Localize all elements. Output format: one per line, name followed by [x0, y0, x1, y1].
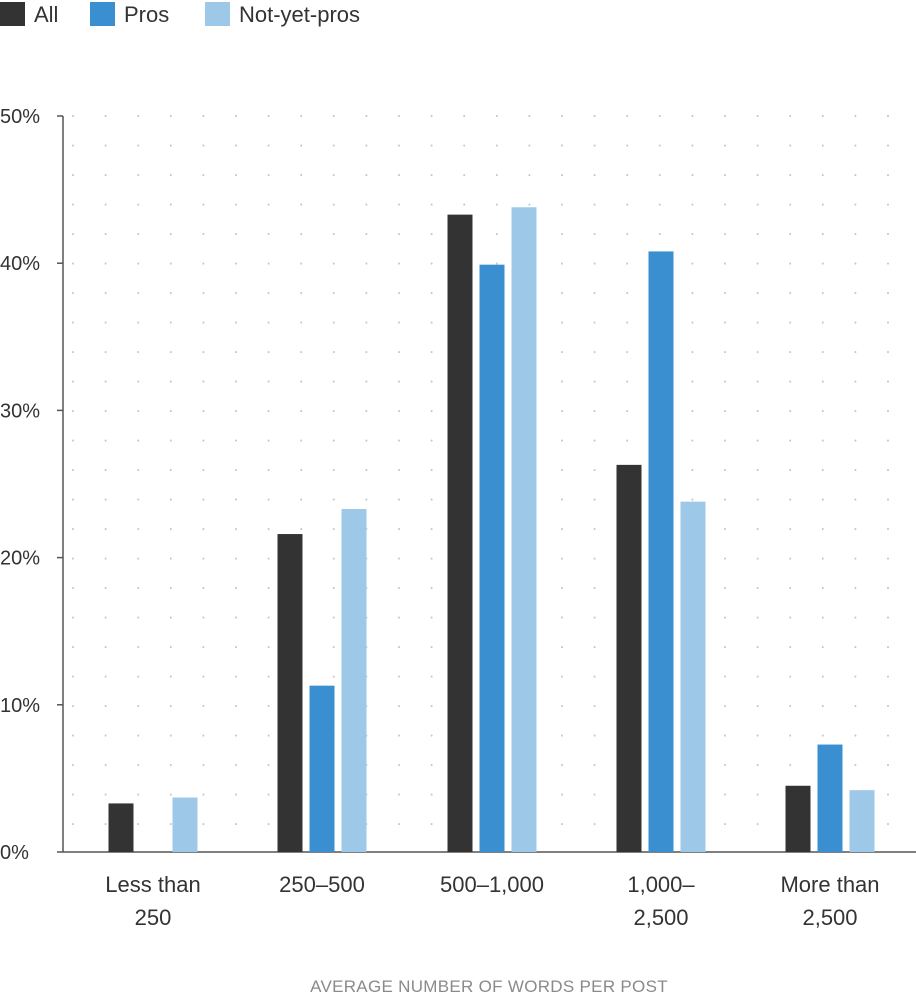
bar-not-yet-pros — [341, 509, 367, 852]
bar-pros — [309, 685, 335, 852]
bar-all — [785, 785, 811, 852]
y-tick-label: 50% — [0, 106, 40, 128]
legend-swatch — [90, 2, 115, 26]
bar-all — [447, 214, 473, 852]
legend-label: Pros — [124, 2, 169, 27]
bar-pros — [817, 744, 843, 852]
bar-not-yet-pros — [849, 790, 875, 852]
bar-all — [108, 803, 134, 852]
legend-label: Not-yet-pros — [239, 2, 360, 27]
bar-not-yet-pros — [172, 797, 198, 852]
bar-pros — [648, 251, 674, 852]
y-tick-label: 20% — [0, 548, 40, 570]
x-category-label: 1,000– 2,500 — [627, 872, 695, 930]
x-axis-title: AVERAGE NUMBER OF WORDS PER POST — [310, 977, 668, 996]
legend-swatch — [0, 2, 25, 26]
legend-label: All — [34, 2, 58, 27]
bar-not-yet-pros — [680, 501, 706, 852]
legend-swatch — [205, 2, 230, 26]
bars — [108, 207, 875, 852]
bar-pros — [479, 264, 505, 852]
x-category-label: 500–1,000 — [440, 872, 544, 897]
y-tick-label: 10% — [0, 695, 40, 717]
x-category-label: More than 2,500 — [780, 872, 879, 930]
bar-all — [277, 534, 303, 852]
y-tick-label: 0% — [0, 842, 29, 864]
y-tick-label: 30% — [0, 400, 40, 422]
bar-all — [616, 464, 642, 852]
y-tick-label: 40% — [0, 253, 40, 275]
x-category-label: Less than 250 — [105, 872, 200, 930]
bar-not-yet-pros — [511, 207, 537, 852]
legend: All Pros Not-yet-pros — [0, 2, 360, 27]
y-axis-ticks: 0% 10% 20% 30% 40% 50% — [0, 106, 63, 864]
x-category-label: 250–500 — [279, 872, 365, 897]
x-axis-categories: Less than 250 250–500 500–1,000 1,000– 2,500 M… — [105, 872, 879, 930]
